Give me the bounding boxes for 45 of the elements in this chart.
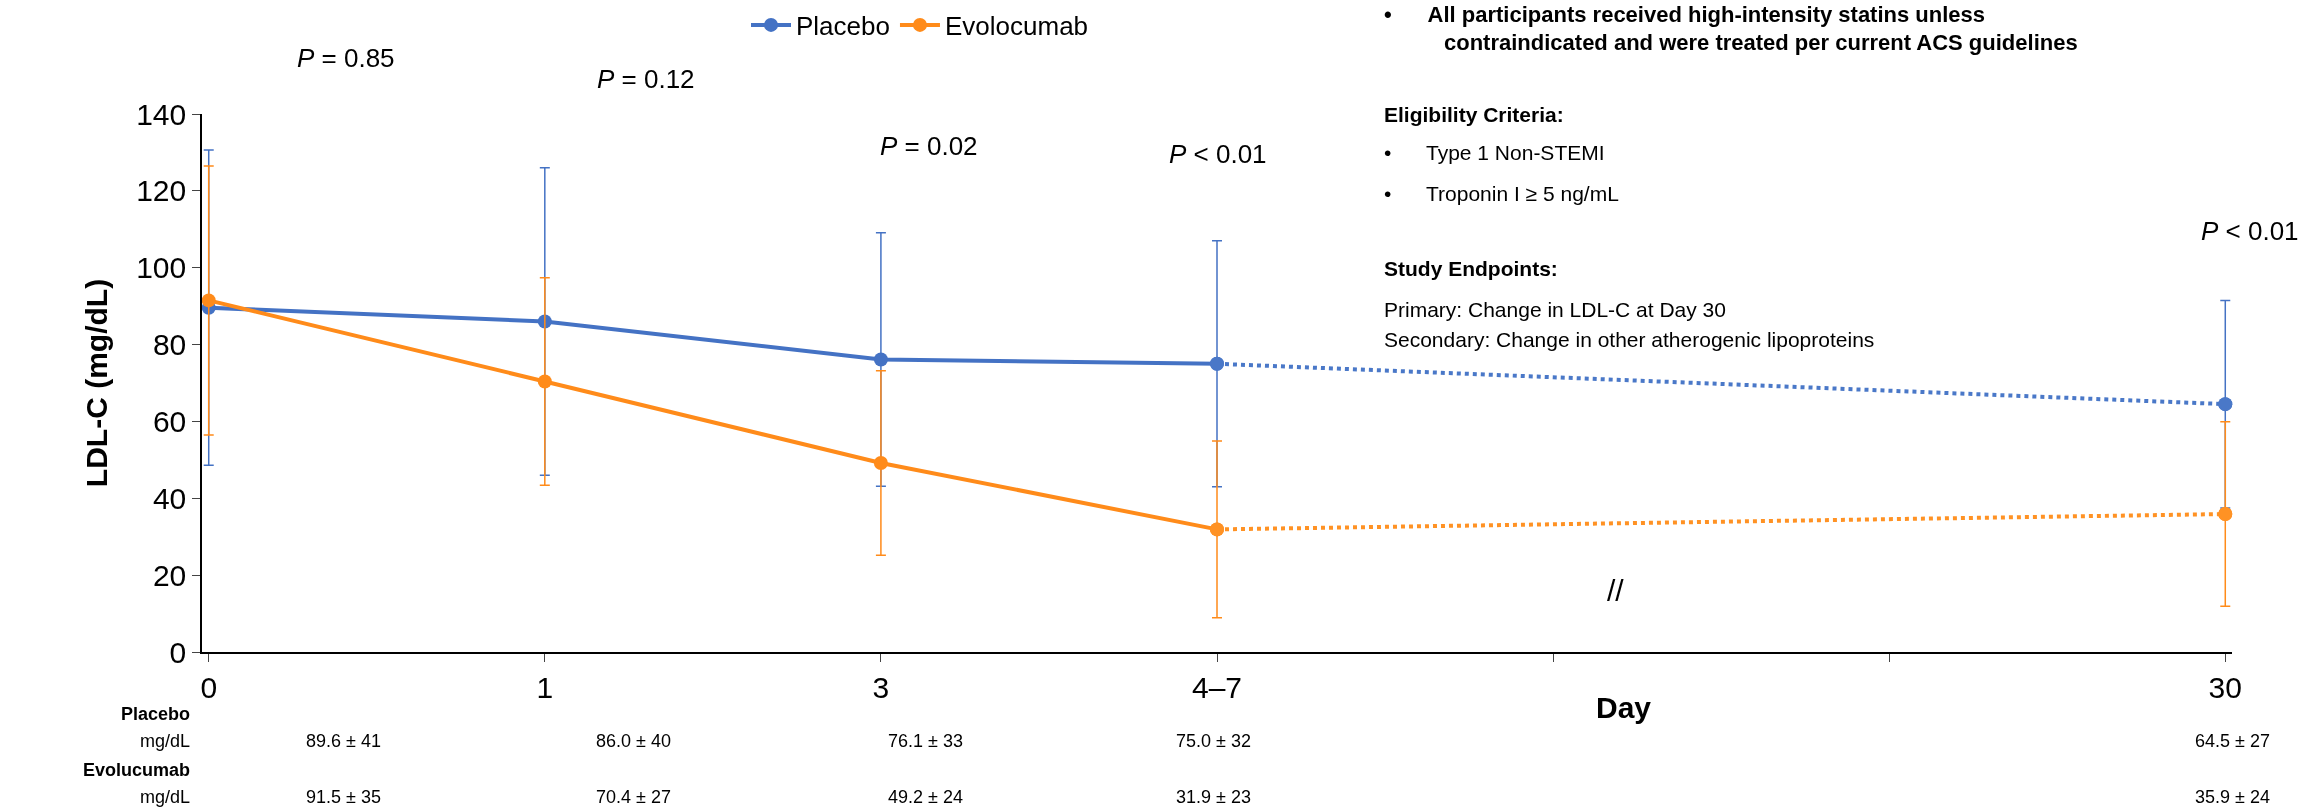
data-label: 76.1 ± 33 xyxy=(888,731,963,751)
annotation: Secondary: Change in other atherogenic lipoproteins xyxy=(1384,328,1875,351)
data-label: 35.9 ± 24 xyxy=(2195,787,2270,807)
annotation: P < 0.01 xyxy=(2201,216,2299,246)
y-tick-label: 100 xyxy=(136,251,187,285)
text: mg/dL xyxy=(140,731,191,751)
text: Placebo xyxy=(121,704,191,724)
text: mg/dL xyxy=(140,787,191,807)
y-tick-label: 0 xyxy=(169,635,187,669)
data-label: 49.2 ± 24 xyxy=(888,787,963,807)
annotation: P = 0.02 xyxy=(880,131,978,161)
data-label: 86.0 ± 40 xyxy=(596,731,671,751)
text: • All participants received high-intensity statins unless xyxy=(1384,2,1986,27)
y-tick-label: 20 xyxy=(152,558,187,592)
data-label: 70.4 ± 27 xyxy=(596,787,671,807)
annotation: Study Endpoints: xyxy=(1384,257,1558,280)
annotation: P < 0.01 xyxy=(1169,139,1267,169)
legend-label: Evolocumab xyxy=(944,11,1089,42)
data-label: 64.5 ± 27 xyxy=(2195,731,2270,751)
data-label: 75.0 ± 32 xyxy=(1176,731,1251,751)
y-tick-label: 120 xyxy=(136,174,187,208)
y-tick-label: 140 xyxy=(136,97,187,131)
x-tick-label: 4–7 xyxy=(1191,670,1243,704)
annotation: // xyxy=(1607,574,1625,607)
annotation: • Type 1 Non-STEMI xyxy=(1384,141,1605,164)
data-label: 89.6 ± 41 xyxy=(306,731,381,751)
legend-label: Placebo xyxy=(796,11,890,42)
x-tick-label: 0 xyxy=(200,670,218,704)
data-label: 91.5 ± 35 xyxy=(306,787,381,807)
x-tick-label: 3 xyxy=(872,670,890,704)
annotation: Eligibility Criteria: xyxy=(1384,103,1564,126)
annotation: Primary: Change in LDL-C at Day 30 xyxy=(1384,298,1726,321)
text: P = 0.12 xyxy=(597,64,695,94)
x-axis-title: Day xyxy=(1596,691,1652,724)
x-tick-label: 30 xyxy=(2208,670,2242,704)
y-tick-label: 80 xyxy=(152,328,187,362)
x-tick-label: 1 xyxy=(536,670,554,704)
data-label: 31.9 ± 23 xyxy=(1176,787,1251,807)
y-axis-title: LDL-C (mg/dL) xyxy=(79,278,113,488)
annotation: • Troponin I ≥ 5 ng/mL xyxy=(1384,182,1619,205)
text: contraindicated and were treated per current ACS guidelines xyxy=(1444,30,2078,55)
y-tick-label: 40 xyxy=(152,481,187,515)
text: P = 0.85 xyxy=(297,43,395,73)
text: Evolucumab xyxy=(83,760,191,780)
y-tick-label: 60 xyxy=(152,404,187,438)
